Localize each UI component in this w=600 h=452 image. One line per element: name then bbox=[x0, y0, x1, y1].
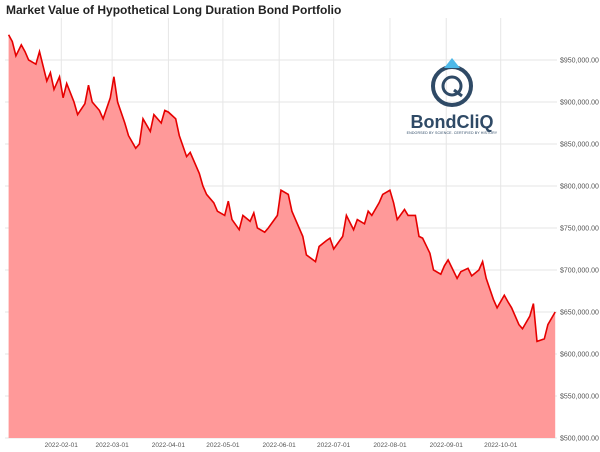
y-tick-label: $650,000.00 bbox=[560, 310, 599, 317]
y-tick-label: $900,000.00 bbox=[560, 100, 599, 107]
logo-name: BondCliQ bbox=[410, 112, 494, 132]
y-tick-label: $750,000.00 bbox=[560, 226, 599, 233]
bondcliq-logo: BondCliQ ENDORSED BY SCIENCE. CERTIFIED … bbox=[404, 56, 500, 136]
logo-tagline: ENDORSED BY SCIENCE. CERTIFIED BY HISTOR… bbox=[406, 131, 498, 135]
y-tick-label: $850,000.00 bbox=[560, 142, 599, 149]
y-tick-label: $950,000.00 bbox=[560, 58, 599, 65]
y-tick-label: $700,000.00 bbox=[560, 268, 599, 275]
x-tick-label: 2022-08-01 bbox=[373, 442, 407, 449]
y-tick-label: $500,000.00 bbox=[560, 436, 599, 443]
y-tick-label: $600,000.00 bbox=[560, 352, 599, 359]
x-tick-label: 2022-06-01 bbox=[263, 442, 297, 449]
chart-title: Market Value of Hypothetical Long Durati… bbox=[6, 3, 342, 17]
x-tick-label: 2022-04-01 bbox=[152, 442, 186, 449]
y-axis: $500,000.00 $550,000.00 $600,000.00 $650,00… bbox=[560, 58, 599, 443]
area-fill bbox=[8, 34, 556, 439]
y-tick-label: $550,000.00 bbox=[560, 394, 599, 401]
x-tick-label: 2022-07-01 bbox=[317, 442, 351, 449]
x-axis: 2022-02-01 2022-03-01 2022-04-01 2022-05-01… bbox=[45, 442, 518, 449]
series-line bbox=[7, 34, 556, 343]
x-tick-label: 2022-09-01 bbox=[430, 442, 464, 449]
y-tick-label: $800,000.00 bbox=[560, 184, 599, 191]
logo-mark-icon bbox=[431, 58, 473, 107]
x-tick-label: 2022-02-01 bbox=[45, 442, 79, 449]
x-tick-label: 2022-03-01 bbox=[96, 442, 130, 449]
x-tick-label: 2022-05-01 bbox=[206, 442, 240, 449]
x-tick-label: 2022-10-01 bbox=[484, 442, 518, 449]
